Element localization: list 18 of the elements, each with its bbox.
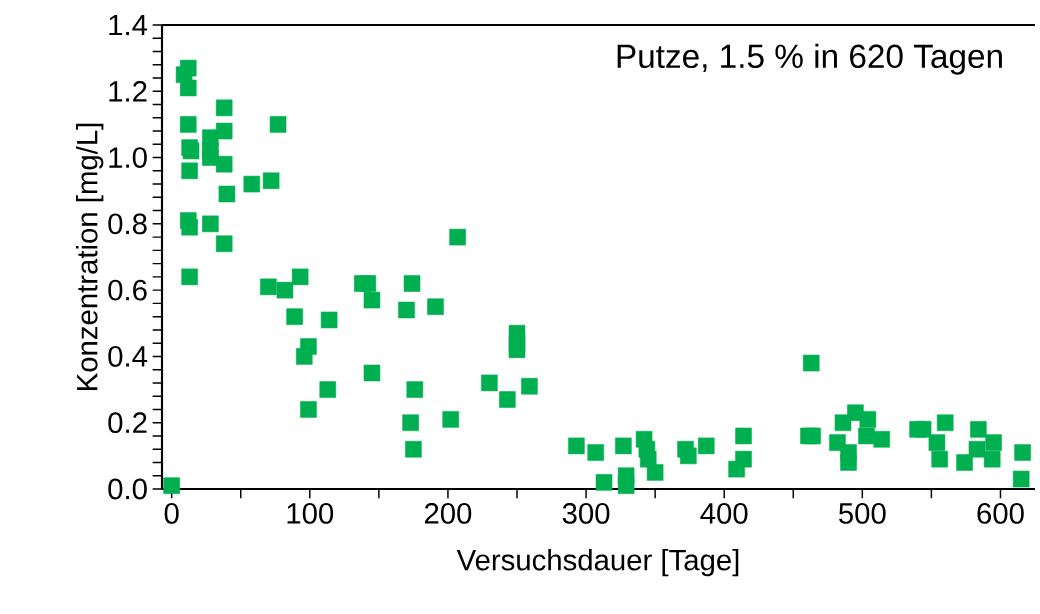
y-tick-label: 0.6 xyxy=(108,279,147,301)
y-tick-label: 1.0 xyxy=(109,147,147,168)
x-tick-label: 500 xyxy=(839,503,886,524)
y-tick-label: 0.2 xyxy=(108,412,147,434)
x-tick-label: 300 xyxy=(562,503,610,524)
y-tick-label: 1.2 xyxy=(109,81,147,102)
y-tick-label: 0.4 xyxy=(108,346,148,367)
x-tick-label: 0 xyxy=(164,503,179,524)
y-tick-label: 0.8 xyxy=(108,213,147,235)
annotation: Putze, 1.5 % in 620 Tagen xyxy=(617,43,1002,75)
x-tick-label: 200 xyxy=(424,503,472,524)
x-tick-label: 600 xyxy=(977,503,1024,524)
x-tick-label: 100 xyxy=(287,503,334,524)
x-tick-label: 400 xyxy=(700,503,748,524)
y-axis-title: Konzentration [mg/L] xyxy=(76,123,104,390)
y-tick-label: 1.4 xyxy=(109,14,148,36)
x-axis-title: Versuchsdauer [Tage] xyxy=(456,548,739,577)
y-tick-label: 0.0 xyxy=(108,478,147,500)
